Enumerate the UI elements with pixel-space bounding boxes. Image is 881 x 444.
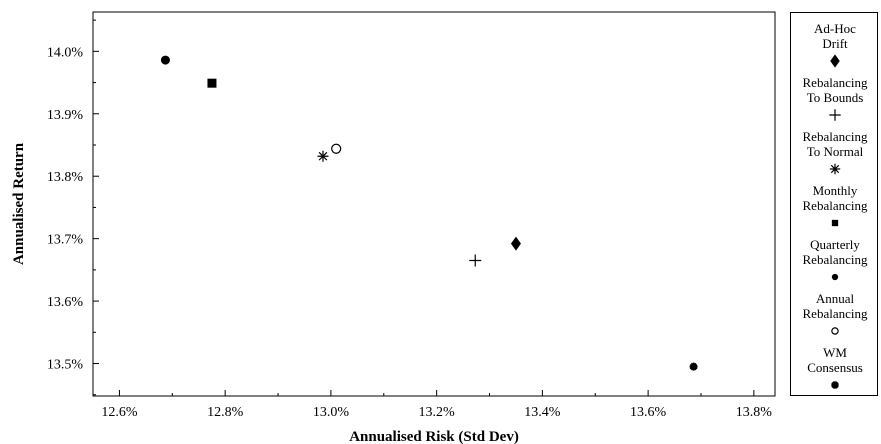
legend-label: Quarterly	[810, 237, 860, 252]
legend-label: To Bounds	[806, 90, 864, 105]
legend-item: WM Consensus	[791, 345, 879, 392]
x-axis-label: Annualised Risk (Std Dev)	[349, 429, 519, 444]
legend: Ad-Hoc Drift Rebalancing To Bounds Rebalanci…	[790, 12, 878, 396]
legend-label: WM	[823, 345, 847, 360]
x-tick-label: 12.6%	[101, 405, 138, 420]
y-tick-label: 13.7%	[47, 233, 84, 248]
legend-label: Consensus	[807, 360, 863, 375]
y-tick-label: 13.5%	[47, 358, 84, 373]
legend-label: Ad-Hoc	[814, 21, 856, 36]
legend-label: Rebalancing	[802, 75, 868, 90]
data-point-open-circle	[331, 143, 342, 154]
legend-marker-plus	[829, 109, 841, 121]
legend-label: Rebalancing	[802, 198, 868, 213]
legend-marker-open-circle	[831, 327, 839, 335]
legend-item: Rebalancing To Bounds	[791, 75, 879, 122]
legend-marker-diamond	[830, 54, 840, 68]
legend-item: Ad-Hoc Drift	[791, 21, 879, 68]
data-point-circle	[160, 55, 170, 65]
x-tick-label: 13.4%	[524, 405, 561, 420]
legend-label: Monthly	[812, 183, 858, 198]
legend-marker-star	[831, 381, 839, 389]
data-point-asterisk	[317, 150, 329, 162]
data-point-star	[689, 362, 698, 371]
legend-label: To Normal	[806, 144, 864, 159]
legend-label: Drift	[822, 36, 848, 51]
legend-label: Rebalancing	[802, 129, 868, 144]
legend-item: Monthly Rebalancing	[791, 183, 879, 230]
data-point-plus	[469, 254, 482, 267]
y-tick-label: 13.8%	[47, 170, 84, 185]
legend-label: Rebalancing	[802, 306, 868, 321]
legend-label: Annual	[815, 291, 855, 306]
legend-marker-square	[831, 219, 839, 227]
x-tick-label: 13.8%	[736, 405, 773, 420]
data-points	[160, 55, 698, 371]
data-point-diamond	[510, 236, 521, 251]
x-tick-label: 13.2%	[419, 405, 456, 420]
legend-item: Quarterly Rebalancing	[791, 237, 879, 284]
legend-item: Annual Rebalancing	[791, 291, 879, 338]
x-tick-label: 13.6%	[630, 405, 667, 420]
legend-item: Rebalancing To Normal	[791, 129, 879, 176]
legend-marker-circle	[831, 273, 839, 281]
y-tick-label: 13.9%	[47, 108, 84, 123]
legend-label: Rebalancing	[802, 252, 868, 267]
y-axis-label: Annualised Return	[11, 142, 27, 265]
legend-marker-asterisk	[829, 163, 841, 175]
x-tick-label: 13.0%	[313, 405, 350, 420]
axis-ticks: 12.6% 12.8% 13.0% 13.2% 13.4% 13.6% 13.8% 13.5%…	[47, 19, 773, 420]
scatter-chart: 12.6% 12.8% 13.0% 13.2% 13.4% 13.6% 13.8% 13.5%…	[11, 11, 776, 444]
data-point-square	[207, 78, 217, 88]
y-tick-label: 13.6%	[47, 295, 84, 310]
plot-frame	[92, 11, 776, 397]
y-tick-label: 14.0%	[47, 45, 84, 60]
x-tick-label: 12.8%	[207, 405, 244, 420]
